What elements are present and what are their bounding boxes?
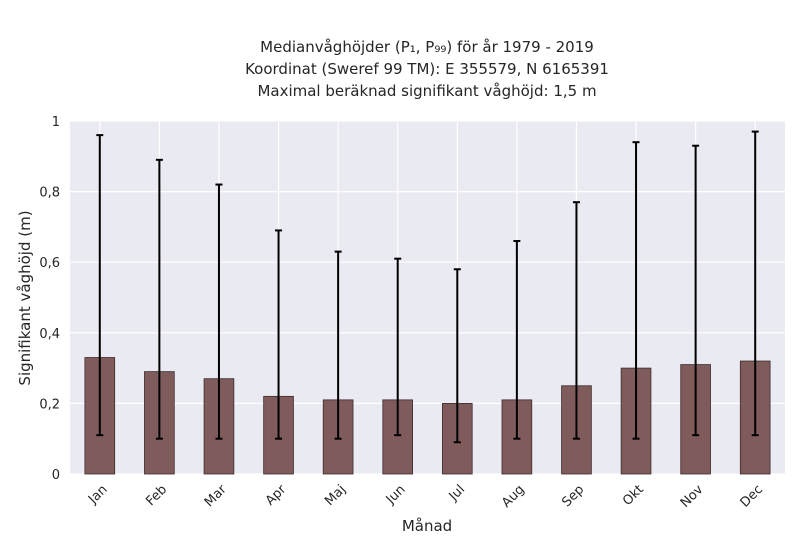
error-bars (96, 130, 759, 444)
title-line-1: Medianvåghöjder (P₁, P₉₉) för år 1979 - … (260, 38, 594, 56)
y-tick-label: 0,4 (39, 327, 60, 342)
x-tick-label-maj: Maj (322, 482, 349, 509)
x-tick-label-nov: Nov (678, 482, 707, 511)
y-tick-label: 0,6 (39, 256, 60, 271)
y-tick-label: 1 (52, 115, 60, 130)
x-tick-label-sep: Sep (559, 482, 587, 510)
x-tick-label-jun: Jun (383, 482, 409, 508)
y-axis-label: Signifikant våghöjd (m) (16, 210, 34, 385)
x-tick-label-apr: Apr (263, 482, 290, 509)
x-tick-label-jul: Jul (446, 482, 468, 504)
x-tick-label-aug: Aug (499, 482, 528, 511)
x-tick-label-dec: Dec (738, 482, 766, 510)
x-axis-ticks: Jan Feb Mar Apr Maj Jun Jul Aug Sep Okt Nov Dec (85, 482, 766, 511)
y-axis-ticks: 0 0,2 0,4 0,6 0,8 1 (39, 115, 60, 483)
title-line-2: Koordinat (Sweref 99 TM): E 355579, N 61… (245, 60, 609, 78)
x-tick-label-feb: Feb (143, 482, 170, 509)
x-tick-label-jan: Jan (85, 482, 110, 507)
x-axis-label: Månad (402, 517, 452, 535)
y-tick-label: 0,8 (39, 186, 60, 201)
x-tick-label-okt: Okt (620, 482, 647, 509)
chart-title: Medianvåghöjder (P₁, P₉₉) för år 1979 - … (245, 38, 609, 100)
x-tick-label-mar: Mar (202, 482, 230, 510)
plot-area (70, 121, 785, 474)
y-tick-label: 0,2 (39, 397, 60, 412)
y-tick-label: 0 (52, 468, 60, 483)
title-line-3: Maximal beräknad signifikant våghöjd: 1,… (257, 82, 596, 100)
